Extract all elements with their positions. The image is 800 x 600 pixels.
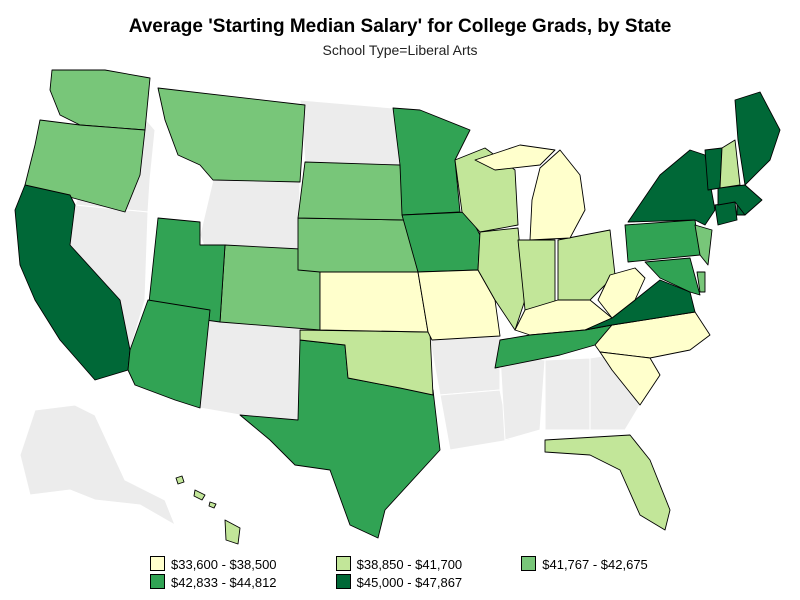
state-ND xyxy=(299,99,401,166)
state-MI xyxy=(474,144,586,241)
state-WV xyxy=(597,267,646,319)
legend-item: $45,000 - $47,867 xyxy=(335,574,518,590)
legend-label: $38,850 - $41,700 xyxy=(356,557,463,572)
legend-row-2: $42,833 - $44,812 $45,000 - $47,867 xyxy=(150,574,710,592)
state-AL xyxy=(544,357,591,431)
legend-swatch xyxy=(335,556,351,571)
state-MT xyxy=(157,87,306,183)
legend-item: $33,600 - $38,500 xyxy=(150,556,332,572)
state-CT xyxy=(714,201,738,226)
state-ME xyxy=(734,91,781,186)
state-KS xyxy=(319,271,429,333)
state-NE xyxy=(297,217,419,273)
legend-item: $38,850 - $41,700 xyxy=(335,556,518,572)
state-IN xyxy=(517,239,556,311)
map-subtitle: School Type=Liberal Arts xyxy=(322,42,478,58)
state-PA xyxy=(624,219,701,263)
legend-item: $41,767 - $42,675 xyxy=(521,556,703,572)
legend-swatch xyxy=(150,556,165,571)
state-MN xyxy=(392,107,471,216)
data-states xyxy=(14,69,781,545)
state-DE xyxy=(696,271,706,293)
state-NJ xyxy=(694,224,713,266)
state-MD xyxy=(644,257,701,296)
legend-label: $45,000 - $47,867 xyxy=(356,575,463,590)
state-FL xyxy=(544,434,671,531)
map-title: Average 'Starting Median Salary' for Col… xyxy=(128,16,672,37)
state-MS xyxy=(499,354,546,441)
state-HI xyxy=(175,475,241,545)
legend-item: $42,833 - $44,812 xyxy=(150,574,332,590)
state-NY xyxy=(627,149,716,226)
state-AK xyxy=(19,404,176,527)
state-SC xyxy=(599,351,661,406)
legend-swatch xyxy=(335,574,351,589)
state-OR xyxy=(24,119,146,213)
legend: $33,600 - $38,500 $38,850 - $41,700 $41,… xyxy=(150,556,710,592)
legend-label: $33,600 - $38,500 xyxy=(171,557,277,572)
state-AR xyxy=(429,335,501,396)
state-OH xyxy=(557,229,616,301)
state-NH xyxy=(719,139,741,189)
state-OK xyxy=(299,329,434,396)
state-LA xyxy=(439,389,511,451)
legend-label: $41,767 - $42,675 xyxy=(542,557,648,572)
legend-swatch xyxy=(521,556,537,571)
legend-row-1: $33,600 - $38,500 $38,850 - $41,700 $41,… xyxy=(150,556,710,574)
state-SD xyxy=(297,161,406,221)
state-AZ xyxy=(127,299,211,409)
state-VT xyxy=(704,147,723,191)
state-WA xyxy=(49,69,151,131)
legend-label: $42,833 - $44,812 xyxy=(171,575,277,590)
legend-swatch xyxy=(150,574,165,589)
